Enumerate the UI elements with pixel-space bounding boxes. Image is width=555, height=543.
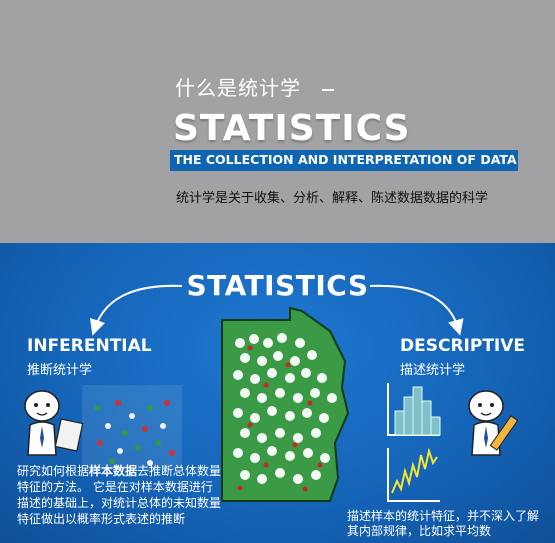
inferential-heading: INFERENTIAL — [27, 336, 152, 356]
inferential-text-1: 研究如何根据 — [17, 464, 90, 478]
cartoon-person-pencil-icon — [468, 390, 519, 456]
title-dash — [322, 89, 334, 91]
inferential-description: 研究如何根据样本数据去推断总体数量特征的方法。 它是在对样本数据进行描述的基础上… — [17, 463, 222, 527]
subtitle-bar: THE COLLECTION AND INTERPRETATION OF DAT… — [170, 150, 518, 171]
inferential-cn-label: 推断统计学 — [27, 363, 93, 378]
descriptive-description: 描述样本的统计特征，并不深入了解 其内部规律，比如求平均数 — [347, 509, 555, 539]
subtitle-text: THE COLLECTION AND INTERPRETATION OF DAT… — [174, 152, 517, 167]
sample-dots — [94, 400, 175, 466]
descriptive-text-1: 描述样本的统计特征，并不深入了解 — [347, 509, 540, 523]
arrow-right — [369, 284, 464, 336]
cartoon-person-clipboard-icon — [24, 390, 84, 456]
cn-title: 什么是统计学 — [175, 76, 301, 100]
descriptive-cn-label: 描述统计学 — [400, 363, 466, 378]
panel-title: STATISTICS — [186, 269, 369, 302]
statistics-heading: STATISTICS — [173, 108, 411, 149]
inferential-text-2: 去推断总体数量特征的方法。 它是在对样本数据进行描述的基础上，对统计总体的未知数… — [17, 464, 222, 526]
infographic-panel: STATISTICS INFERENTIAL 推断统计学 DESCRIPTIVE… — [0, 243, 555, 543]
descriptive-text-2: 其内部规律，比如求平均数 — [347, 524, 492, 538]
line-chart-icon — [387, 447, 440, 502]
descriptive-heading: DESCRIPTIVE — [400, 336, 526, 356]
top-banner: 什么是统计学 STATISTICS THE COLLECTION AND INT… — [0, 0, 555, 243]
arrow-left — [89, 284, 183, 336]
histogram-icon — [387, 383, 441, 436]
arrow-arcs — [89, 284, 464, 336]
illustrations — [24, 306, 519, 502]
population-map-icon — [221, 306, 350, 502]
inferential-text-bold: 样本数据 — [89, 464, 138, 478]
definition-text: 统计学是关于收集、分析、解释、陈述数据数据的科学 — [176, 191, 489, 206]
